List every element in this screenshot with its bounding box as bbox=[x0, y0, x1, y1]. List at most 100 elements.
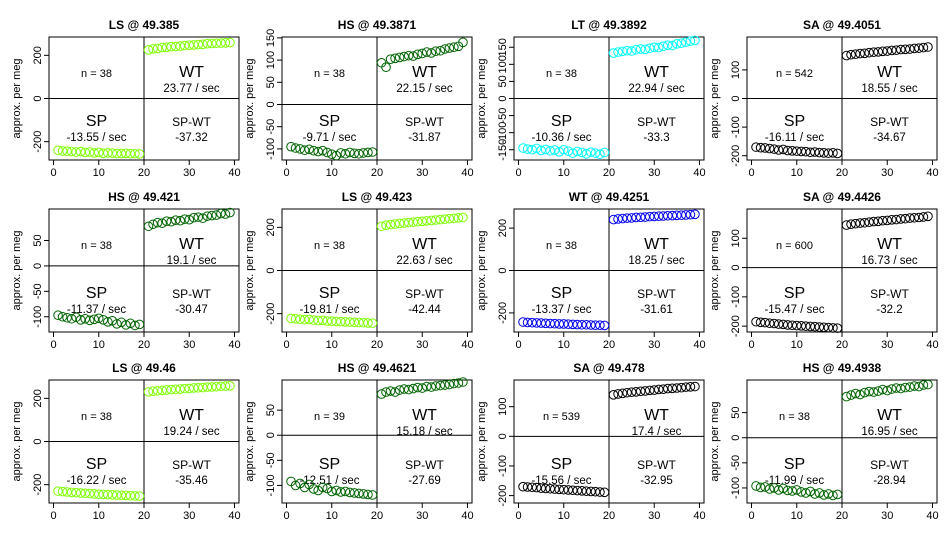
wt-rate: 19.1 / sec bbox=[167, 255, 217, 267]
sp-rate: -9.71 / sec bbox=[303, 132, 357, 144]
wt-point bbox=[635, 386, 646, 397]
sp-point bbox=[367, 318, 378, 328]
wt-point bbox=[412, 49, 423, 60]
wt-rate: 23.77 / sec bbox=[163, 83, 220, 95]
difference-value: -31.61 bbox=[640, 304, 673, 316]
wt-point bbox=[644, 385, 655, 396]
x-tick-label: 10 bbox=[558, 167, 570, 179]
wt-point bbox=[855, 389, 865, 400]
wt-point bbox=[613, 214, 623, 224]
y-tick-label: 100 bbox=[497, 55, 509, 73]
wt-point bbox=[900, 44, 911, 55]
sample-count: n = 38 bbox=[546, 68, 577, 80]
panel: HS @ 49.4938 0 10 20 30 40 -100 -50 0 50 approx. p… bbox=[709, 361, 939, 522]
x-tick-label: 40 bbox=[228, 510, 240, 522]
sp-point bbox=[828, 490, 838, 501]
x-tick-label: 10 bbox=[93, 339, 105, 351]
sp-point bbox=[290, 314, 301, 324]
sp-point bbox=[810, 147, 820, 157]
wt-label: WT bbox=[412, 64, 437, 81]
x-tick-label: 10 bbox=[558, 510, 570, 522]
sp-rate: -12.51 / sec bbox=[299, 475, 359, 487]
difference-value: -42.44 bbox=[408, 304, 441, 316]
wt-point bbox=[385, 219, 396, 230]
wt-point bbox=[390, 219, 400, 229]
wt-point bbox=[220, 38, 231, 48]
panel-title: WT @ 49.4251 bbox=[569, 190, 650, 204]
panel-title: HS @ 49.421 bbox=[108, 190, 180, 204]
wt-point bbox=[458, 377, 468, 387]
x-tick-label: 30 bbox=[416, 510, 428, 522]
sp-point bbox=[787, 486, 798, 496]
x-tick-label: 10 bbox=[791, 339, 803, 351]
wt-point bbox=[658, 384, 669, 394]
sp-point bbox=[367, 490, 378, 500]
wt-point bbox=[431, 381, 441, 391]
wt-point bbox=[891, 45, 902, 55]
wt-rate: 15.18 / sec bbox=[396, 426, 453, 438]
wt-point bbox=[431, 215, 441, 225]
difference-label: SP-WT bbox=[405, 115, 444, 129]
wt-point bbox=[900, 213, 911, 224]
panel: LT @ 49.3892 0 10 20 30 40 -150-100-50 0 50 10015… bbox=[476, 18, 706, 179]
wt-point bbox=[399, 218, 409, 228]
sp-label: SP bbox=[86, 285, 107, 302]
sp-point bbox=[751, 142, 761, 152]
x-tick-label: 20 bbox=[836, 510, 848, 522]
difference-value: -35.46 bbox=[175, 475, 208, 487]
wt-point bbox=[608, 214, 619, 225]
x-tick-label: 20 bbox=[138, 510, 150, 522]
x-tick-label: 30 bbox=[183, 339, 195, 351]
wt-rate: 16.95 / sec bbox=[861, 426, 918, 438]
wt-point bbox=[918, 42, 929, 53]
sp-point bbox=[764, 484, 775, 494]
wt-point bbox=[841, 391, 852, 402]
x-tick-label: 0 bbox=[283, 167, 289, 179]
difference-value: -32.95 bbox=[640, 475, 673, 487]
sp-point bbox=[331, 485, 342, 496]
wt-point bbox=[408, 217, 418, 227]
x-tick-label: 40 bbox=[228, 339, 240, 351]
wt-point bbox=[891, 214, 902, 225]
difference-label: SP-WT bbox=[172, 458, 211, 472]
wt-point bbox=[220, 209, 231, 219]
wt-point bbox=[850, 388, 861, 399]
sp-point bbox=[304, 314, 314, 325]
sp-point bbox=[760, 317, 770, 328]
wt-point bbox=[408, 51, 418, 61]
sp-point bbox=[66, 313, 77, 324]
sp-point bbox=[57, 486, 68, 497]
wt-point bbox=[381, 62, 391, 72]
wt-point bbox=[390, 387, 400, 397]
wt-rate: 22.94 / sec bbox=[628, 83, 685, 95]
wt-point bbox=[440, 44, 450, 54]
sp-point bbox=[53, 145, 63, 156]
wt-point bbox=[622, 45, 632, 56]
x-tick-label: 10 bbox=[558, 339, 570, 351]
sp-point bbox=[751, 316, 761, 327]
panel-title: HS @ 49.4621 bbox=[338, 361, 417, 375]
x-tick-label: 20 bbox=[603, 510, 615, 522]
sp-point bbox=[53, 310, 63, 321]
sp-point bbox=[764, 143, 775, 154]
y-axis-label: approx. per meg bbox=[709, 401, 721, 481]
sp-point bbox=[773, 319, 784, 329]
y-tick-label: 200 bbox=[497, 219, 509, 237]
wt-point bbox=[649, 385, 660, 395]
sp-rate: -16.22 / sec bbox=[66, 475, 126, 487]
x-tick-label: 30 bbox=[648, 510, 660, 522]
difference-label: SP-WT bbox=[637, 458, 676, 472]
difference-label: SP-WT bbox=[172, 115, 211, 129]
sample-count: n = 38 bbox=[314, 68, 345, 80]
wt-point bbox=[923, 379, 933, 390]
wt-point bbox=[841, 220, 852, 230]
wt-rate: 22.63 / sec bbox=[396, 255, 453, 267]
x-tick-label: 30 bbox=[648, 167, 660, 179]
sp-rate: -13.37 / sec bbox=[531, 304, 591, 316]
wt-point bbox=[152, 43, 163, 54]
sp-point bbox=[317, 482, 328, 493]
wt-point bbox=[859, 48, 870, 59]
sp-point bbox=[57, 311, 68, 322]
wt-point bbox=[918, 212, 929, 222]
y-axis-label: approx. per meg bbox=[244, 58, 256, 138]
